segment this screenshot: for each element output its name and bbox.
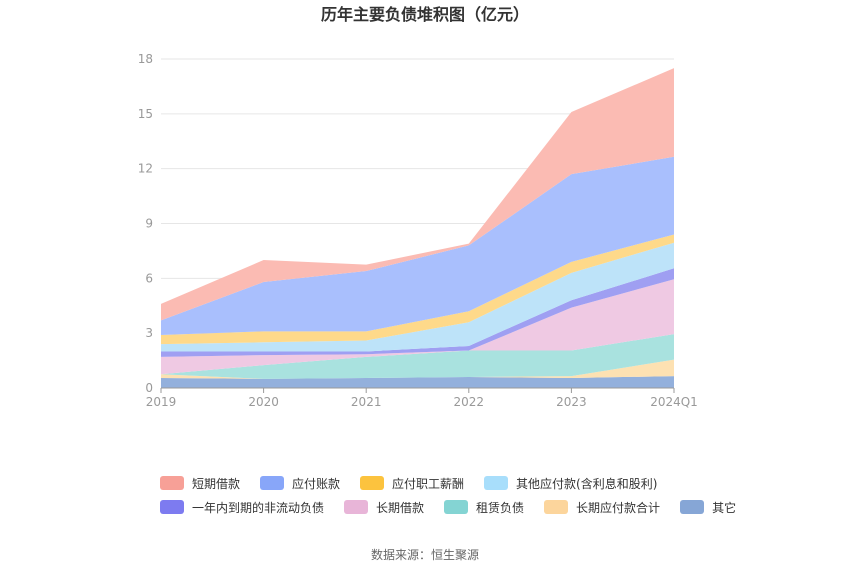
area-6 (161, 242, 674, 352)
axes: 0 3 6 9 12 15 18 2019 2020 2021 2022 2023 2024Q1 (138, 52, 698, 409)
y-tick-label: 15 (138, 107, 153, 121)
chart-title: 历年主要负债堆积图（亿元） (321, 5, 529, 24)
y-tick-label: 0 (145, 381, 153, 395)
legend-row-2: 一年内到期的非流动负债 长期借款 租赁负债 长期应付款合计 其它 (160, 495, 760, 519)
legend-swatch (444, 500, 469, 514)
legend-item[interactable]: 其它 (680, 499, 736, 516)
area-series (161, 68, 674, 388)
y-tick-label: 18 (138, 52, 153, 66)
legend-item[interactable]: 一年内到期的非流动负债 (160, 499, 324, 516)
x-tick-label: 2024Q1 (650, 395, 698, 409)
legend-row-1: 短期借款 应付账款 应付职工薪酬 其他应付款(含利息和股利) (160, 471, 760, 495)
legend-label: 长期借款 (376, 500, 425, 515)
legend-swatch (680, 500, 705, 514)
legend-item[interactable]: 租赁负债 (444, 499, 524, 516)
legend-label: 应付账款 (292, 476, 341, 491)
legend-label: 短期借款 (192, 476, 241, 491)
area-9 (161, 68, 674, 321)
legend-swatch (344, 500, 369, 514)
area-8 (161, 156, 674, 335)
area-4 (161, 279, 674, 375)
data-source: 数据来源：恒生聚源 (370, 548, 479, 562)
y-tick-label: 9 (145, 217, 153, 231)
legend-swatch (160, 476, 184, 490)
legend-item[interactable]: 应付职工薪酬 (360, 475, 464, 492)
x-tick-label: 2023 (556, 395, 587, 409)
legend-swatch (160, 500, 184, 514)
legend-swatch (484, 476, 509, 490)
area-3 (161, 334, 674, 379)
y-tick-label: 6 (145, 271, 153, 285)
legend-swatch (260, 476, 285, 490)
legend: 短期借款 应付账款 应付职工薪酬 其他应付款(含利息和股利) 一年内到期的非流动负债 长… (160, 471, 760, 519)
x-tick-label: 2020 (248, 395, 279, 409)
legend-label: 长期应付款合计 (576, 500, 661, 515)
legend-item[interactable]: 短期借款 (160, 475, 240, 492)
x-tick-label: 2019 (146, 395, 177, 409)
legend-item[interactable]: 应付账款 (260, 475, 340, 492)
legend-item[interactable]: 长期应付款合计 (544, 499, 660, 516)
legend-swatch (360, 476, 385, 490)
y-tick-label: 12 (138, 162, 153, 176)
x-tick-label: 2022 (454, 395, 485, 409)
legend-label: 租赁负债 (476, 500, 525, 515)
area-2 (161, 359, 674, 379)
x-tick-label: 2021 (351, 395, 382, 409)
legend-item[interactable]: 其他应付款(含利息和股利) (484, 475, 657, 492)
legend-item[interactable]: 长期借款 (344, 499, 424, 516)
legend-label: 一年内到期的非流动负债 (192, 500, 325, 515)
legend-label: 应付职工薪酬 (392, 476, 465, 491)
area-7 (161, 234, 674, 345)
legend-label: 其它 (712, 500, 737, 515)
legend-swatch (544, 500, 569, 514)
area-1 (161, 376, 674, 388)
legend-label: 其他应付款(含利息和股利) (516, 476, 658, 491)
y-tick-label: 3 (145, 326, 153, 340)
